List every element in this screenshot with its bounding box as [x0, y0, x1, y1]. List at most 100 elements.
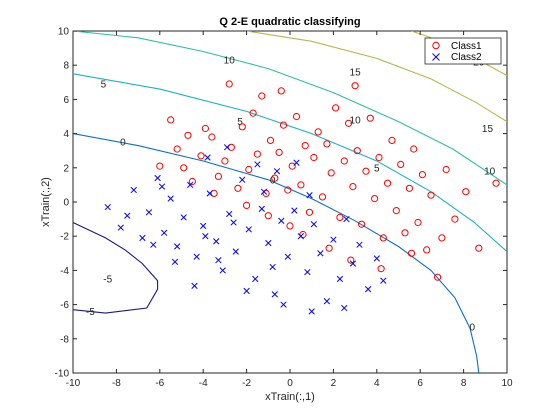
point-class1: [301, 142, 309, 150]
point-class2: [243, 287, 250, 295]
legend-label-class1: Class1: [451, 41, 482, 52]
point-class1: [286, 222, 294, 230]
point-class1: [366, 114, 374, 122]
point-class1: [423, 246, 431, 254]
x-tick-label: 2: [331, 378, 337, 389]
point-class2: [341, 304, 348, 312]
point-class2: [323, 298, 331, 305]
point-class1: [277, 87, 285, 95]
point-class1: [388, 136, 396, 144]
point-class1: [427, 191, 435, 199]
point-class1: [258, 92, 266, 100]
point-class1: [401, 229, 409, 237]
point-class2: [254, 161, 261, 168]
point-class2: [158, 183, 166, 190]
point-class1: [288, 162, 296, 170]
point-class2: [150, 241, 157, 248]
point-class2: [180, 214, 187, 221]
point-class2: [130, 186, 137, 194]
point-class2: [171, 258, 179, 266]
point-class1: [225, 80, 233, 88]
chart-title: Q 2-E quadratic classifying: [219, 16, 360, 28]
y-tick-label: 0: [63, 198, 69, 209]
point-class1: [292, 112, 301, 121]
point-class1: [266, 136, 275, 144]
point-class2: [193, 253, 200, 260]
contour-label: 15: [482, 124, 494, 135]
point-class2: [206, 190, 213, 197]
contour-label: 10: [350, 115, 362, 126]
point-class1: [305, 208, 314, 216]
point-class2: [293, 159, 300, 166]
contour-label: 0: [469, 322, 475, 333]
point-class1: [253, 150, 261, 158]
point-class1: [379, 234, 387, 242]
point-class2: [343, 215, 350, 223]
point-class1: [462, 188, 470, 196]
point-class2: [226, 210, 233, 218]
axis-ticks: -10 -8 -6 -4 -2 0 2 4 6 8 10 -10 -8 -6 -4 -2 0 2 4 6 8 10: [55, 27, 513, 390]
legend-label-class2: Class2: [451, 52, 482, 63]
point-class2: [187, 181, 194, 189]
point-class2: [356, 241, 363, 248]
point-class2: [297, 233, 305, 240]
y-tick-label: 4: [63, 129, 69, 140]
point-class2: [373, 255, 380, 262]
point-class2: [330, 236, 337, 243]
point-class1: [371, 195, 379, 203]
x-tick-label: -6: [155, 378, 164, 389]
y-axis-label: xTrain(:,2): [40, 177, 52, 227]
point-class1: [353, 147, 361, 155]
point-class2: [364, 286, 372, 293]
point-class1: [264, 212, 272, 220]
y-tick-label: 2: [63, 163, 69, 174]
point-class1: [375, 153, 383, 162]
contour-label: 5: [374, 163, 380, 174]
point-class2: [284, 253, 291, 260]
point-class2: [380, 277, 387, 284]
point-class1: [327, 169, 335, 177]
point-class2: [239, 176, 246, 183]
point-class1: [407, 249, 416, 257]
point-class2: [230, 219, 237, 226]
point-class1: [377, 265, 385, 273]
point-class1: [336, 213, 344, 221]
point-class1: [442, 165, 450, 174]
y-tick-label: -4: [60, 266, 69, 277]
point-class2: [308, 308, 315, 315]
x-tick-label: 4: [374, 378, 380, 389]
point-class1: [325, 244, 333, 252]
y-tick-label: -2: [60, 232, 69, 243]
y-tick-label: -10: [55, 369, 70, 380]
point-class2: [215, 256, 222, 264]
point-class2: [273, 168, 281, 175]
x-tick-label: 0: [287, 378, 293, 389]
point-class1: [249, 109, 257, 117]
point-class1: [345, 119, 353, 127]
point-class2: [191, 282, 198, 289]
axes-box: [72, 30, 508, 374]
x-tick-label: -8: [112, 378, 121, 389]
point-class1: [275, 148, 283, 156]
point-class2: [167, 195, 174, 202]
contour-label: 10: [224, 56, 236, 67]
point-class1: [188, 177, 196, 186]
point-class1: [173, 145, 181, 153]
point-class2: [139, 234, 146, 242]
x-tick-label: 10: [501, 378, 513, 389]
point-class1: [197, 152, 205, 160]
x-tick-label: 8: [461, 378, 467, 389]
point-class1: [418, 171, 426, 179]
point-class1: [434, 273, 442, 281]
point-class2: [154, 174, 161, 182]
point-class2: [174, 243, 181, 250]
point-class1: [410, 145, 418, 153]
point-class1: [184, 131, 192, 139]
point-class1: [384, 179, 392, 187]
contour-line: [73, 133, 480, 373]
point-class2: [271, 291, 278, 298]
point-class1: [210, 189, 218, 197]
contour-line: [73, 31, 507, 186]
